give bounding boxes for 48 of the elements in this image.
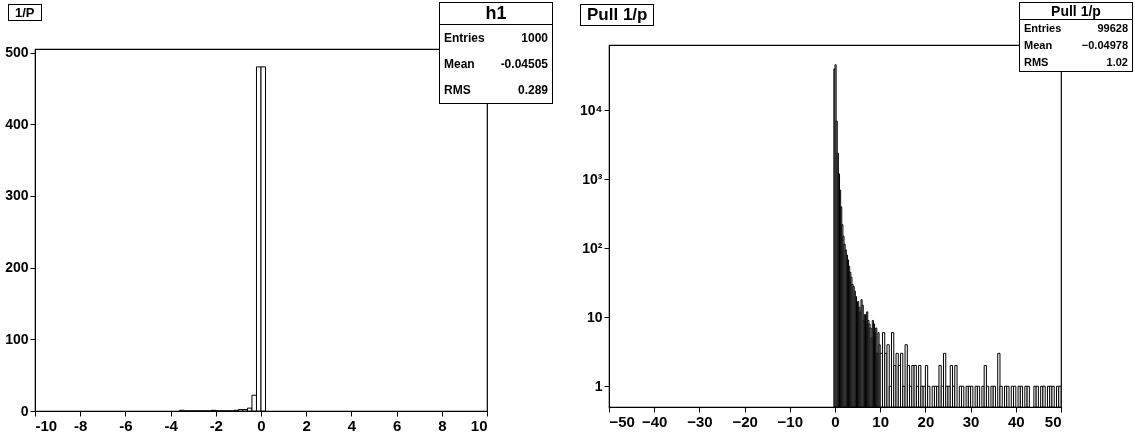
x-tick-label: −20 (732, 412, 758, 430)
chart-title: Pull 1/p (580, 4, 655, 26)
y-tick-label: 500 (5, 44, 29, 61)
annotation: Mean (1024, 38, 1053, 53)
x-tick-label: 10 (872, 412, 890, 430)
x-tick-label: 10 (470, 416, 488, 432)
text: -0.04505 (500, 56, 548, 73)
x-tick-label: -6 (119, 416, 133, 432)
x-tick-label: 8 (438, 416, 447, 432)
x-tick-label: 4 (347, 416, 357, 432)
y-tick-label: 1 (594, 377, 603, 394)
text: Entries (1024, 21, 1062, 36)
x-tick-label: −30 (687, 412, 713, 430)
text: 1.02 (1106, 55, 1128, 70)
text: Entries (444, 30, 485, 47)
text: −0.04978 (1081, 38, 1128, 53)
text: 99628 (1097, 21, 1128, 36)
x-tick-label: -10 (35, 416, 58, 432)
x-tick-label: -8 (74, 416, 88, 432)
y-tick-label: 10 (586, 308, 603, 325)
x-tick-label: 50 (1044, 412, 1062, 430)
y-tick-label: 100 (5, 330, 29, 347)
x-tick-label: −40 (641, 412, 668, 430)
chart-title: 1/P (8, 4, 42, 21)
x-tick-label: 0 (257, 416, 266, 432)
x-tick-label: −50 (609, 412, 635, 430)
text: 0.289 (517, 82, 548, 99)
x-tick-label: -4 (164, 416, 179, 432)
x-tick-label: 40 (1007, 412, 1025, 430)
y-tick-label: 400 (5, 115, 29, 132)
x-tick-label: 0 (831, 412, 840, 430)
x-tick-label: 2 (302, 416, 311, 432)
x-tick-label: -2 (209, 416, 223, 432)
x-tick-label: 20 (917, 412, 935, 430)
y-tick-label: 200 (5, 259, 29, 276)
x-tick-label: 30 (962, 412, 980, 430)
text: Pull 1/p (1020, 3, 1132, 20)
y-tick-label: 300 (5, 187, 29, 204)
x-tick-label: −10 (777, 412, 804, 430)
y-tick-label: 10³ (582, 170, 603, 187)
text: 1000 (521, 30, 548, 47)
annotation: Mean (444, 56, 475, 73)
y-tick-label: 10² (582, 239, 603, 256)
text: h1 (440, 3, 552, 25)
annotation: RMS (1024, 55, 1049, 70)
y-tick-label: 10⁴ (580, 101, 603, 118)
annotation: RMS (444, 82, 471, 99)
x-tick-label: 6 (392, 416, 402, 432)
